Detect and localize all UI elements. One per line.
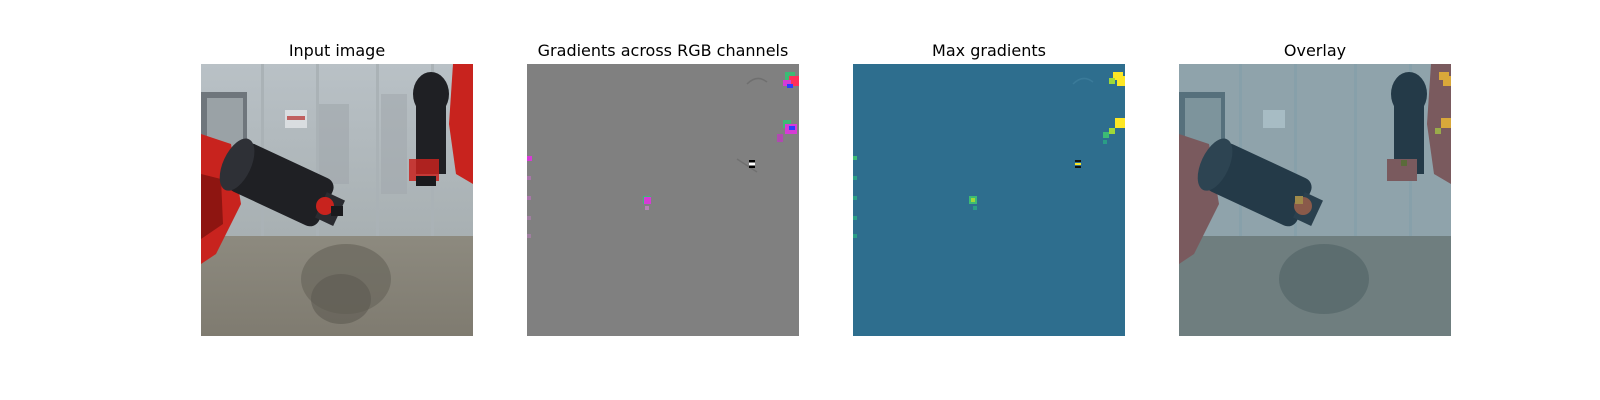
rgb-gradients-title: Gradients across RGB channels xyxy=(537,41,789,60)
max-gradients-title: Max gradients xyxy=(932,41,1046,60)
max-gradients-panel: Max gradients xyxy=(853,38,1125,336)
overlay-panel: Overlay xyxy=(1179,38,1451,336)
input-image xyxy=(201,64,473,336)
overlay-image xyxy=(1179,64,1451,336)
rgb-gradients-panel: Gradients across RGB channels xyxy=(527,38,799,336)
overlay-title: Overlay xyxy=(1283,41,1347,60)
input-image-title: Input image xyxy=(288,41,386,60)
max-gradients-image xyxy=(853,64,1125,336)
rgb-gradients-image xyxy=(527,64,799,336)
input-image-panel: Input image xyxy=(201,38,473,336)
